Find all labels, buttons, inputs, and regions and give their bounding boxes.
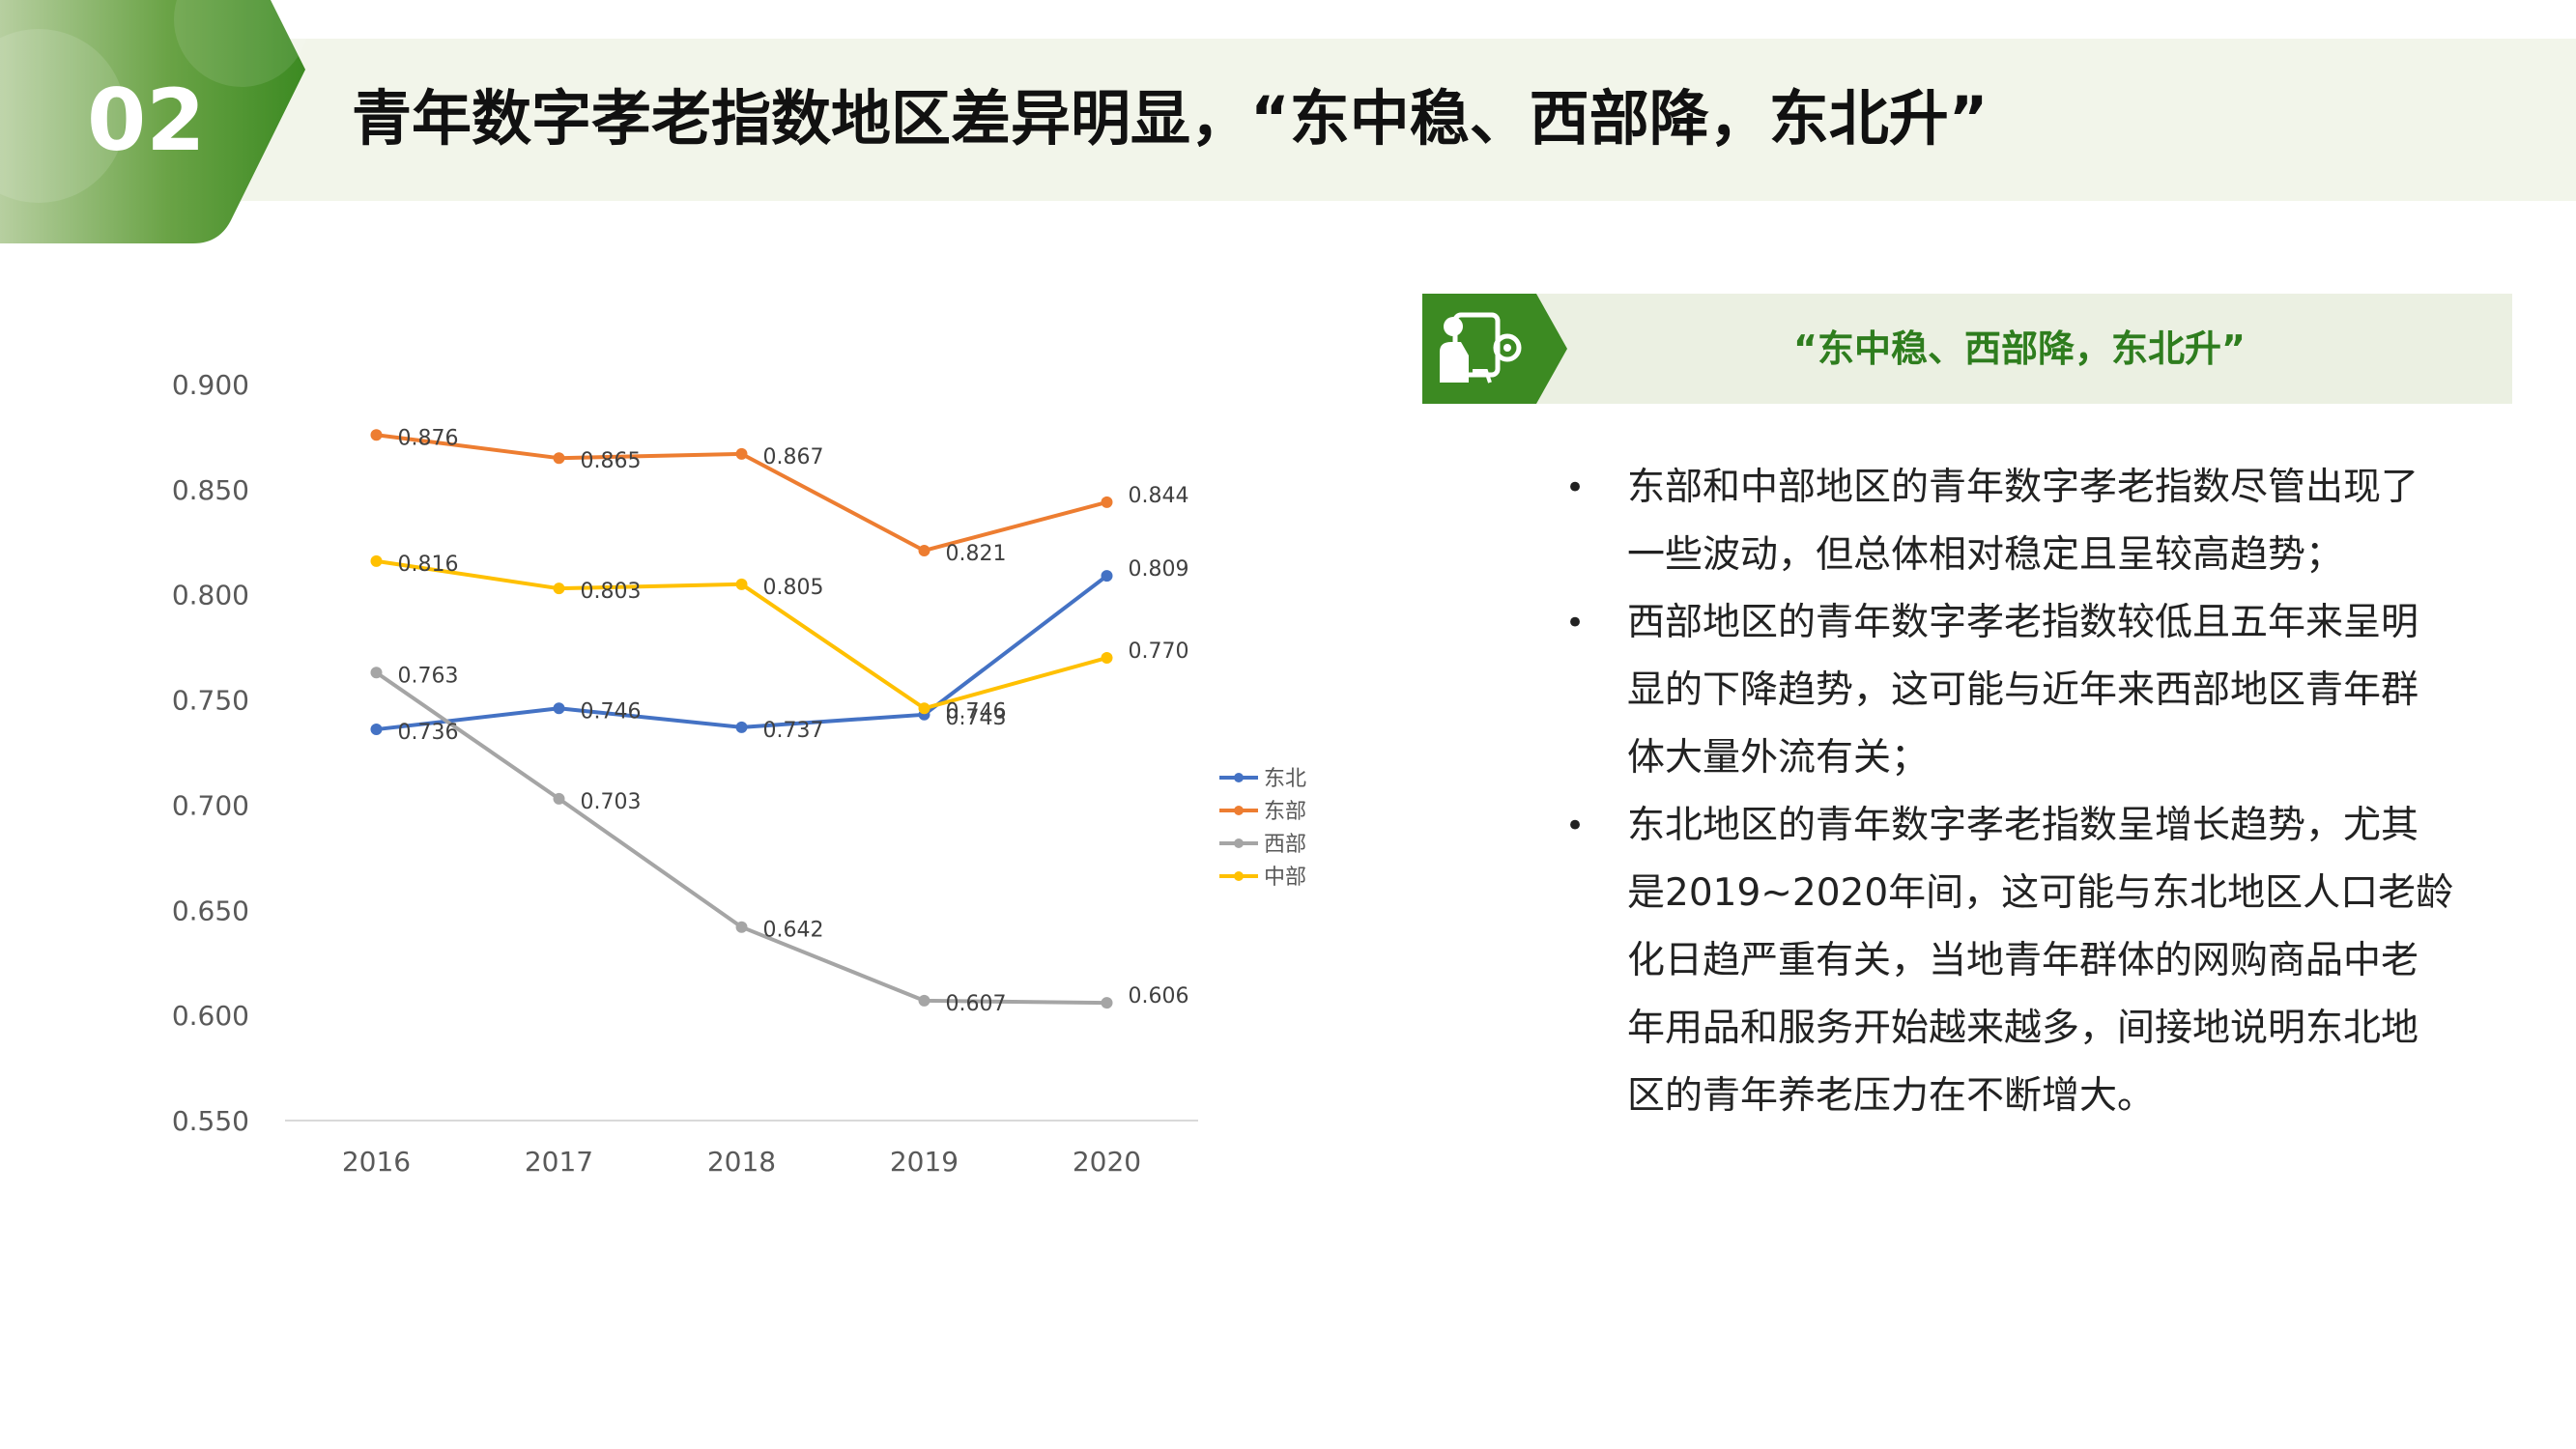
data-point	[1101, 652, 1113, 665]
data-point	[735, 447, 748, 460]
y-tick-label: 0.750	[172, 685, 249, 717]
data-label: 0.844	[1129, 484, 1189, 508]
data-point	[918, 702, 930, 715]
data-label: 0.606	[1129, 984, 1189, 1009]
legend-marker	[1234, 838, 1244, 848]
data-point	[735, 578, 748, 590]
header-band	[0, 39, 2576, 201]
data-label: 0.607	[946, 992, 1007, 1016]
data-label: 0.770	[1129, 639, 1189, 664]
data-point	[1101, 570, 1113, 582]
line-chart-svg: 0.550 0.600 0.650 0.700 0.750 0.800 0.850 0.900…	[172, 369, 1306, 1178]
y-tick-label: 0.700	[172, 789, 249, 821]
data-point	[918, 994, 930, 1007]
list-item: • 东北地区的青年数字孝老指数呈增长趋势，尤其是2019~2020年间，这可能与…	[1556, 792, 2454, 1130]
legend-marker	[1234, 773, 1244, 782]
x-tick-label: 2016	[342, 1146, 411, 1178]
data-point	[553, 582, 565, 595]
y-tick-label: 0.550	[172, 1105, 249, 1137]
data-label: 0.746	[581, 699, 642, 724]
list-item: • 东部和中部地区的青年数字孝老指数尽管出现了一些波动，但总体相对稳定且呈较高趋…	[1556, 454, 2454, 589]
data-label: 0.703	[581, 790, 642, 814]
bullet-text: 西部地区的青年数字孝老指数较低且五年来呈明显的下降趋势，这可能与近年来西部地区青…	[1627, 601, 2419, 780]
data-label: 0.743	[946, 706, 1007, 730]
bullet-text: 东北地区的青年数字孝老指数呈增长趋势，尤其是2019~2020年间，这可能与东北…	[1627, 804, 2454, 1118]
bullet-icon: •	[1564, 604, 1586, 642]
legend-label: 西部	[1264, 833, 1306, 857]
data-point	[735, 721, 748, 733]
data-label: 0.821	[946, 542, 1007, 566]
data-label: 0.816	[398, 553, 459, 577]
data-label: 0.865	[581, 449, 642, 473]
x-tick-label: 2019	[890, 1146, 959, 1178]
y-tick-label: 0.650	[172, 895, 249, 926]
data-point	[553, 702, 565, 715]
data-point	[553, 792, 565, 805]
data-point	[370, 724, 383, 736]
page-title: 青年数字孝老指数地区差异明显，“东中稳、西部降，东北升”	[352, 83, 1989, 154]
section-number: 02	[87, 71, 206, 170]
x-tick-label: 2018	[707, 1146, 776, 1178]
legend-marker	[1234, 806, 1244, 815]
bullet-icon: •	[1564, 807, 1586, 845]
y-tick-label: 0.850	[172, 474, 249, 506]
y-tick-label: 0.600	[172, 1000, 249, 1032]
data-label: 0.746	[946, 699, 1007, 724]
y-tick-label: 0.900	[172, 369, 249, 401]
y-tick-label: 0.800	[172, 580, 249, 611]
side-panel-header	[1422, 294, 2512, 404]
bullet-icon: •	[1564, 469, 1586, 507]
x-tick-label: 2020	[1073, 1146, 1141, 1178]
data-point	[1101, 997, 1113, 1009]
data-point	[918, 544, 930, 556]
person-tablet-icon	[1422, 294, 1567, 404]
data-point	[1101, 496, 1113, 508]
x-tick-label: 2017	[525, 1146, 593, 1178]
list-item: • 西部地区的青年数字孝老指数较低且五年来呈明显的下降趋势，这可能与近年来西部地…	[1556, 589, 2454, 792]
data-point	[370, 667, 383, 679]
data-label: 0.876	[398, 426, 459, 450]
data-point	[553, 452, 565, 465]
data-point	[370, 554, 383, 567]
legend-marker	[1234, 871, 1244, 881]
legend-label: 东部	[1264, 800, 1306, 824]
data-label: 0.809	[1129, 557, 1189, 582]
data-label: 0.736	[398, 721, 459, 745]
line-chart: 0.550 0.600 0.650 0.700 0.750 0.800 0.850 0.900…	[135, 348, 1343, 1198]
data-label: 0.805	[763, 576, 824, 600]
data-point	[735, 921, 748, 933]
bullet-list: • 东部和中部地区的青年数字孝老指数尽管出现了一些波动，但总体相对稳定且呈较高趋…	[1556, 454, 2454, 1130]
data-label: 0.642	[763, 919, 824, 943]
side-panel-title: “东中稳、西部降，东北升”	[1793, 327, 2246, 370]
data-point	[370, 429, 383, 441]
data-label: 0.803	[581, 580, 642, 604]
data-label: 0.763	[398, 664, 459, 688]
data-label: 0.867	[763, 445, 824, 469]
legend-label: 东北	[1264, 767, 1306, 791]
legend-label: 中部	[1264, 866, 1306, 890]
section-badge	[0, 0, 309, 243]
bullet-text: 东部和中部地区的青年数字孝老指数尽管出现了一些波动，但总体相对稳定且呈较高趋势；	[1627, 466, 2419, 577]
data-label: 0.737	[763, 719, 824, 743]
